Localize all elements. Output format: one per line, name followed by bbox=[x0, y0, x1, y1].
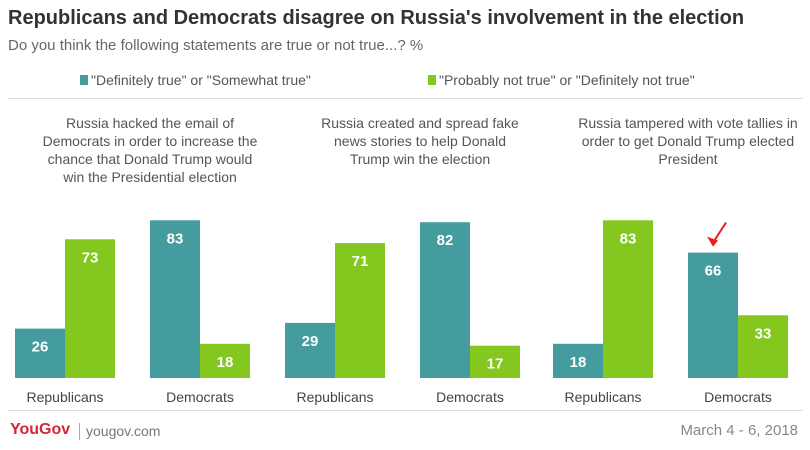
panel-title-line: chance that Donald Trump would bbox=[48, 151, 253, 167]
chart-title: Republicans and Democrats disagree on Ru… bbox=[8, 7, 745, 29]
category-label: Democrats bbox=[436, 389, 504, 405]
bar-value-label: 33 bbox=[755, 325, 772, 342]
bar-value-label: 66 bbox=[705, 263, 722, 280]
bar-value-label: 71 bbox=[352, 253, 369, 270]
bar bbox=[420, 222, 470, 378]
panel-title-line: news stories to help Donald bbox=[334, 133, 506, 149]
bar bbox=[285, 322, 335, 378]
bar-value-label: 26 bbox=[32, 339, 49, 356]
legend-separator bbox=[8, 98, 803, 99]
footer-divider bbox=[79, 423, 80, 440]
category-label: Republicans bbox=[296, 389, 373, 405]
bar-value-label: 83 bbox=[620, 230, 637, 247]
category-label: Republicans bbox=[564, 389, 641, 405]
bar bbox=[688, 252, 738, 378]
legend-label-not-true: "Probably not true" or "Definitely not t… bbox=[439, 72, 695, 88]
bar bbox=[150, 220, 200, 378]
panel-title-line: Russia hacked the email of bbox=[66, 115, 234, 131]
bar bbox=[738, 315, 788, 378]
panel-title-line: win the Presidential election bbox=[62, 169, 237, 185]
category-label: Democrats bbox=[166, 389, 234, 405]
annotation-arrow-head bbox=[707, 236, 718, 247]
legend-swatch-true bbox=[80, 75, 88, 85]
panel-title-line: Russia tampered with vote tallies in bbox=[578, 115, 797, 131]
panel-title-line: Russia created and spread fake bbox=[321, 115, 519, 131]
bar bbox=[553, 343, 603, 378]
legend-item-true: "Definitely true" or "Somewhat true" bbox=[80, 72, 311, 88]
footer-site[interactable]: yougov.com bbox=[86, 423, 161, 439]
panel-title-line: order to get Donald Trump elected bbox=[582, 133, 794, 149]
panel-title-line: Democrats in order to increase the bbox=[43, 133, 258, 149]
bar bbox=[470, 345, 520, 378]
panel-title-line: President bbox=[658, 151, 717, 167]
bar bbox=[200, 343, 250, 378]
yougov-logo: YouGov bbox=[10, 421, 71, 438]
footer-date: March 4 - 6, 2018 bbox=[680, 422, 798, 439]
bar-value-label: 83 bbox=[167, 230, 184, 247]
bar bbox=[603, 220, 653, 378]
bar bbox=[65, 239, 115, 378]
legend-item-not-true: "Probably not true" or "Definitely not t… bbox=[428, 72, 695, 88]
footer-separator bbox=[8, 410, 803, 411]
bar-value-label: 17 bbox=[487, 356, 504, 373]
bar bbox=[335, 243, 385, 378]
bar-value-label: 18 bbox=[570, 354, 587, 371]
annotation-arrow-line bbox=[714, 222, 727, 241]
bar bbox=[15, 328, 65, 378]
bar-value-label: 29 bbox=[302, 333, 319, 350]
legend-swatch-not-true bbox=[428, 75, 436, 85]
bar-value-label: 82 bbox=[437, 232, 454, 249]
bar-value-label: 18 bbox=[217, 354, 234, 371]
category-label: Democrats bbox=[704, 389, 772, 405]
legend-label-true: "Definitely true" or "Somewhat true" bbox=[91, 72, 311, 88]
bar-value-label: 73 bbox=[82, 249, 99, 266]
chart-subtitle: Do you think the following statements ar… bbox=[8, 37, 424, 54]
category-label: Republicans bbox=[26, 389, 103, 405]
panel-title-line: Trump win the election bbox=[350, 151, 490, 167]
